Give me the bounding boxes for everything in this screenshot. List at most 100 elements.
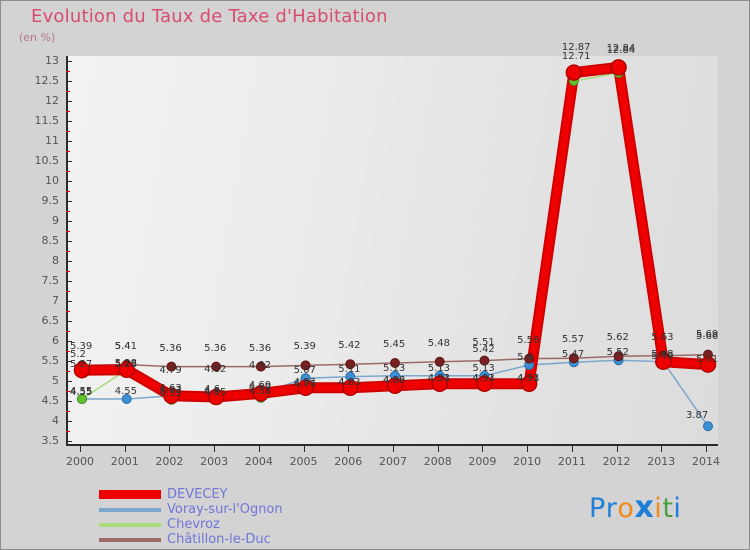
y-axis-tick-label: 8 [52,254,59,267]
data-label-chatillon: 5.62 [606,332,629,344]
y-axis-minor-tick [66,131,70,132]
chart-svg [73,59,717,432]
y-axis-tick-label: 3.5 [41,434,60,447]
data-point [476,375,493,393]
data-label-chevroz: 5.28 [114,357,137,369]
y-axis-tick [66,221,72,222]
data-label-chevroz: 4.91 [427,372,450,384]
data-label-voray: 5.07 [293,365,316,377]
data-annotation: 4.92 [248,360,272,372]
y-axis-tick [66,281,72,282]
data-label-chatillon: 5.45 [383,339,406,350]
data-label-devecey: 4.83 [338,376,361,388]
x-axis-tick [482,446,484,452]
data-point [479,355,490,366]
x-axis-tick [214,446,216,452]
data-label-devecey: 5.41 [696,353,719,365]
y-axis-minor-tick [66,211,70,212]
data-label-chevroz: 4.75 [293,379,316,390]
data-annotation: 5.2 [70,349,86,360]
y-axis-tick-label: 5.5 [41,354,60,367]
y-axis-minor-tick [66,311,70,312]
x-axis-tick-label: 2007 [379,455,407,468]
y-axis-tick [66,61,72,62]
data-annotation: 5.69 [696,329,719,341]
data-label-voray: 5.52 [606,347,629,359]
data-point [345,359,356,370]
y-axis-minor-tick [66,251,70,252]
data-label-chatillon: 5.41 [114,340,137,352]
x-axis-tick [616,446,618,452]
x-axis-tick [169,446,171,452]
legend-item-chevroz[interactable]: Chevroz [99,517,283,532]
y-axis-minor-tick [66,231,70,232]
data-point [520,375,538,393]
logo-letter: i [673,493,682,524]
data-label-devecey: 12.84 [606,45,636,57]
x-axis-tick [348,446,350,452]
y-axis-minor-tick [66,411,70,412]
data-point [613,351,624,362]
y-axis-tick-label: 6 [52,334,59,347]
x-axis-tick-label: 2005 [289,455,318,468]
legend-color-swatch [99,522,161,527]
data-label-devecey: 4.88 [383,374,406,386]
data-label-chatillon: 5.51 [472,336,495,348]
data-point [655,353,672,371]
legend-color-swatch [99,490,161,499]
y-axis-tick [66,381,72,382]
y-axis-minor-tick [66,271,70,272]
y-axis-minor-tick [66,111,70,112]
data-label-voray: 3.87 [686,410,709,422]
y-axis-tick-label: 10 [45,174,59,187]
legend-item-devecey[interactable]: DEVECEY [99,487,283,502]
data-label-chevroz: 4.58 [248,385,272,397]
data-label-chatillon: 5.56 [517,334,540,346]
data-label-chatillon: 5.42 [338,340,361,352]
y-axis-tick [66,81,72,82]
logo-letter: x [634,490,655,525]
legend-item-voray-sur-l-ognon[interactable]: Voray-sur-l'Ognon [99,502,283,517]
y-axis-minor-tick [66,331,70,332]
data-label-chatillon: 5.36 [204,342,227,354]
y-axis-tick-label: 12.5 [34,74,60,87]
data-label-chevroz: 4.53 [159,387,182,399]
x-axis-tick [706,446,707,452]
data-point [431,375,448,393]
x-axis-tick [80,446,81,452]
chart-unit-label: (en %) [19,31,56,44]
y-axis-minor-tick [66,351,70,352]
data-point [610,59,627,76]
y-axis-tick [66,301,72,302]
data-point [342,379,359,397]
y-axis-tick-label: 11.5 [34,114,60,127]
data-label-voray: 5.48 [651,348,674,360]
y-axis-minor-tick [66,291,70,292]
y-axis-minor-tick [66,391,70,392]
data-label-voray: 5.4 [517,352,534,363]
data-label-chevroz: 4.86 [383,374,406,386]
x-axis-tick [661,446,663,452]
data-label-devecey: 4.63 [159,384,182,396]
data-label-voray: 5.13 [427,362,450,374]
x-axis-tick [303,446,305,452]
plot-area: 5.39 5.41 5.36 5.36 5.36 5.39 5.42 5.45 5.48 5.51… [66,42,719,446]
x-axis-tick [437,446,439,452]
data-point [121,394,132,404]
x-axis-tick-label: 2010 [513,455,542,468]
data-point [252,385,270,402]
data-label-voray: 4.55 [70,386,93,397]
data-point [77,394,87,404]
data-label-voray: 5.47 [561,349,585,361]
y-axis-tick-label: 4 [52,414,59,427]
data-annotation: 4.82 [204,364,227,376]
data-label-chatillon: 5.36 [248,342,272,354]
data-label-devecey: 4.69 [248,382,272,394]
y-axis-tick-label: 8.5 [41,234,60,247]
y-axis-tick [66,421,72,422]
data-label-devecey: 5.28 [114,358,137,370]
legend-item-ch-tillon-le-duc[interactable]: Châtillon-le-Duc [99,532,283,547]
data-label-voray: 4.55 [114,386,137,397]
y-axis-minor-tick [66,371,70,372]
data-label-chatillon: 5.48 [427,337,450,349]
